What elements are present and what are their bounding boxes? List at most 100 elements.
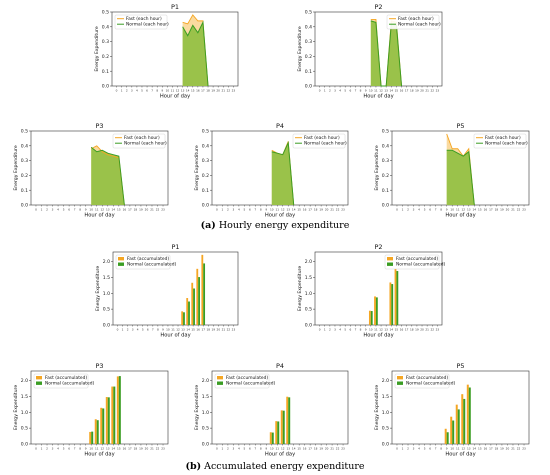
normal-line <box>446 149 475 206</box>
x-tick-label: 0 <box>117 328 119 332</box>
x-tick-label: 18 <box>134 208 138 212</box>
x-tick-label: 19 <box>415 89 419 93</box>
fast-bar <box>186 298 189 325</box>
fast-bar <box>94 419 97 444</box>
x-tick-label: 5 <box>344 328 346 332</box>
x-tick-label: 6 <box>249 208 251 212</box>
x-tick-label: 11 <box>456 447 460 451</box>
x-tick-label: 8 <box>260 208 262 212</box>
x-tick-label: 23 <box>232 328 236 332</box>
normal-area <box>91 147 125 205</box>
x-tick-label: 23 <box>436 89 440 93</box>
x-tick-label: 4 <box>57 447 59 451</box>
legend-normal-label: Normal (each hour) <box>485 141 528 147</box>
normal-bar <box>396 271 399 325</box>
x-tick-label: 18 <box>314 447 318 451</box>
x-tick-label: 9 <box>365 328 367 332</box>
y-tick-label: 0.2 <box>382 173 389 179</box>
y-tick-label: 0.5 <box>102 10 109 16</box>
x-tick-label: 10 <box>369 328 373 332</box>
fast-bar <box>100 407 103 444</box>
y-tick-label: 1.5 <box>382 394 389 400</box>
x-tick-label: 2 <box>46 447 48 451</box>
fast-bar <box>275 421 278 444</box>
x-tick-label: 6 <box>249 447 251 451</box>
x-tick-label: 17 <box>489 208 493 212</box>
x-tick-label: 3 <box>132 328 134 332</box>
normal-bar <box>271 432 274 444</box>
x-tick-label: 2 <box>127 328 129 332</box>
legend-fast-label: Fast (each hour) <box>304 135 340 141</box>
x-tick-label: 5 <box>63 208 65 212</box>
y-axis-label: Energy Expenditure <box>297 26 303 72</box>
x-tick-label: 12 <box>461 447 465 451</box>
legend-fast-label: Fast (accumulated) <box>226 375 268 381</box>
x-tick-label: 11 <box>374 328 378 332</box>
x-tick-label: 3 <box>52 447 54 451</box>
x-tick-label: 23 <box>161 447 165 451</box>
x-tick-label: 23 <box>522 447 526 451</box>
x-tick-label: 8 <box>360 89 362 93</box>
plot-frame <box>314 251 443 326</box>
x-tick-label: 10 <box>89 447 93 451</box>
x-tick-label: 15 <box>117 447 121 451</box>
legend: Fast (accumulated)Normal (accumulated) <box>33 373 94 389</box>
x-tick-label: 20 <box>325 447 329 451</box>
x-tick-label: 2 <box>329 328 331 332</box>
y-tick-label: 0.4 <box>21 143 28 149</box>
x-tick-label: 16 <box>196 328 200 332</box>
x-tick-label: 8 <box>157 328 159 332</box>
x-tick-label: 14 <box>473 447 477 451</box>
x-tick-label: 12 <box>100 208 104 212</box>
normal-bar <box>463 398 466 444</box>
x-tick-label: 14 <box>112 208 116 212</box>
x-tick-label: 13 <box>181 328 185 332</box>
x-tick-label: 12 <box>461 208 465 212</box>
x-tick-label: 3 <box>413 447 415 451</box>
x-tick-label: 19 <box>319 447 323 451</box>
y-axis-label: Energy Expenditure <box>94 26 100 72</box>
y-axis-label: Energy Expenditure <box>13 145 19 191</box>
x-tick-label: 6 <box>349 89 351 93</box>
y-tick-label: 1.0 <box>21 410 28 416</box>
legend-normal-label: Normal (each hour) <box>304 141 347 147</box>
x-tick-label: 21 <box>425 328 429 332</box>
y-axis-label: Energy Expenditure <box>374 145 380 191</box>
legend-normal-swatch <box>397 381 403 385</box>
normal-bar <box>375 297 378 325</box>
chart-title: P3 <box>95 362 103 370</box>
legend: Fast (each hour)Normal (each hour) <box>473 133 528 149</box>
x-tick-label: 5 <box>344 89 346 93</box>
x-tick-label: 0 <box>396 447 398 451</box>
x-tick-label: 2 <box>227 208 229 212</box>
normal-area <box>182 22 209 86</box>
x-tick-label: 23 <box>436 328 440 332</box>
plot-frame <box>211 370 349 445</box>
fast-bar <box>196 268 199 325</box>
x-tick-label: 14 <box>390 89 394 93</box>
normal-bar <box>288 397 291 444</box>
x-tick-label: 17 <box>128 447 132 451</box>
legend-box <box>394 373 450 389</box>
x-tick-label: 4 <box>136 89 138 93</box>
y-axis-label: Energy Expenditure <box>297 266 303 312</box>
y-tick-label: 0.3 <box>202 158 209 164</box>
x-tick-label: 0 <box>116 89 118 93</box>
x-tick-label: 16 <box>400 89 404 93</box>
x-tick-label: 9 <box>446 447 448 451</box>
legend: Fast (accumulated)Normal (accumulated) <box>384 254 445 270</box>
legend: Fast (each hour)Normal (each hour) <box>386 14 441 30</box>
x-tick-label: 5 <box>141 89 143 93</box>
x-tick-label: 5 <box>142 328 144 332</box>
fast-bar <box>191 282 194 325</box>
normal-area <box>446 150 475 205</box>
y-tick-label: 0.2 <box>102 54 109 60</box>
x-tick-label: 13 <box>384 89 388 93</box>
normal-bar <box>446 432 449 444</box>
x-tick-label: 7 <box>74 447 76 451</box>
x-tick-label: 15 <box>117 208 121 212</box>
y-tick-label: 0.1 <box>382 188 389 194</box>
normal-bar <box>183 312 185 325</box>
x-tick-label: 22 <box>227 328 231 332</box>
x-tick-label: 12 <box>379 328 383 332</box>
